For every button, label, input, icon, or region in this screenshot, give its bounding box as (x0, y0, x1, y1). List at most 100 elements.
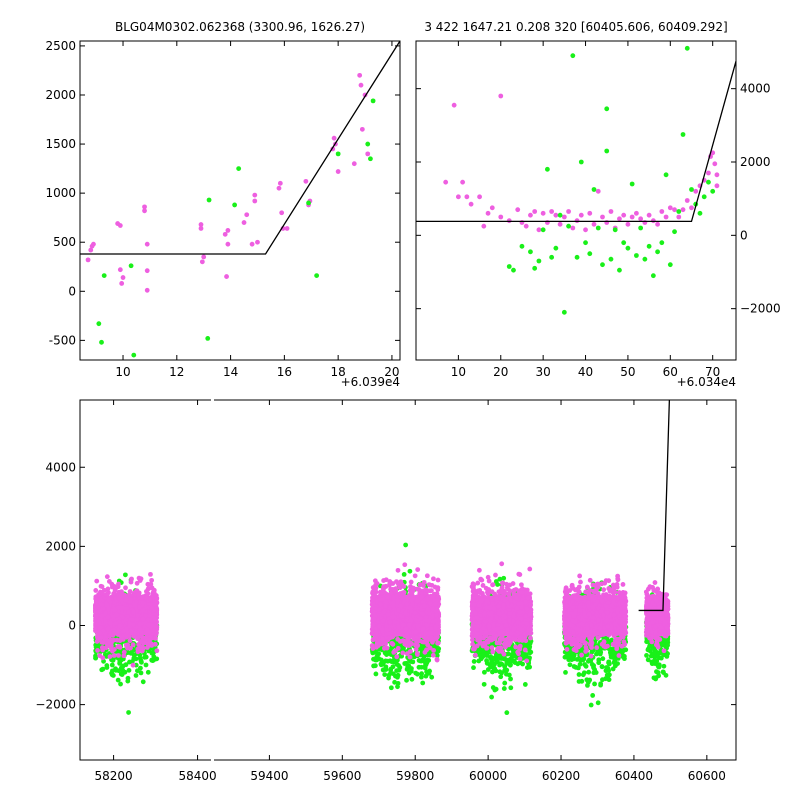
data-point (557, 221, 563, 227)
y-tick-label: 2000 (45, 88, 76, 102)
data-point (383, 577, 389, 583)
data-point (222, 231, 228, 237)
data-point (389, 659, 395, 664)
data-point (154, 648, 160, 654)
data-point (396, 667, 402, 673)
data-point (570, 53, 576, 59)
data-point (91, 241, 96, 247)
data-point (152, 617, 158, 623)
data-point (99, 584, 105, 589)
data-point (98, 635, 104, 640)
data-point (380, 667, 386, 673)
data-point (393, 588, 399, 594)
data-point (676, 209, 682, 214)
data-point (412, 573, 418, 579)
data-point (153, 635, 158, 641)
data-point (99, 602, 105, 607)
data-point (416, 658, 422, 663)
data-point (100, 647, 105, 653)
data-point (395, 580, 401, 586)
data-point (241, 220, 247, 225)
data-point (427, 582, 433, 588)
data-point (394, 654, 400, 660)
data-point (591, 187, 597, 192)
data-point (379, 641, 385, 647)
data-point (566, 209, 571, 214)
top-left-model-line (80, 40, 401, 255)
data-point (388, 670, 393, 676)
data-point (284, 226, 290, 231)
data-point (672, 229, 677, 235)
data-point (684, 45, 690, 51)
data-point (401, 590, 407, 595)
data-point (712, 161, 718, 167)
data-point (121, 649, 127, 655)
data-point (314, 273, 320, 278)
data-point (335, 151, 341, 157)
data-point (370, 646, 376, 651)
data-point (424, 587, 430, 593)
x-tick-label: 14 (223, 365, 238, 379)
data-point (432, 584, 438, 590)
data-point (374, 657, 380, 663)
data-point (532, 209, 538, 214)
data-point (532, 265, 538, 271)
data-point (138, 576, 144, 582)
data-point (96, 321, 102, 327)
x-tick-label: 20 (493, 365, 508, 379)
data-point (710, 188, 716, 194)
data-point (123, 597, 129, 603)
data-point (143, 654, 149, 660)
y-tick-label: 2000 (740, 155, 771, 169)
data-point (396, 663, 401, 668)
x-tick-label: 50 (620, 365, 635, 379)
data-point (397, 638, 403, 644)
data-point (140, 616, 146, 622)
data-point (129, 576, 134, 582)
data-point (107, 620, 113, 626)
data-point (583, 240, 588, 246)
data-point (421, 639, 427, 644)
data-point (365, 141, 371, 147)
data-point (279, 210, 285, 216)
data-point (140, 679, 146, 685)
data-point (536, 227, 542, 233)
y-tick-label: 500 (53, 235, 76, 249)
data-point (370, 650, 376, 656)
data-point (120, 275, 126, 280)
data-point (429, 635, 435, 641)
data-point (403, 542, 409, 548)
data-point (424, 660, 430, 666)
y-tick-label: 4000 (740, 82, 771, 96)
x-tick-label: 30 (536, 365, 551, 379)
x-tick-label: 16 (277, 365, 292, 379)
data-point (126, 609, 131, 615)
data-point (119, 589, 124, 595)
top-right-title: 3 422 1647.21 0.208 320 [60405.606, 6040… (424, 20, 727, 34)
data-point (153, 623, 159, 629)
data-point (415, 652, 420, 657)
data-point (115, 677, 121, 683)
data-point (600, 214, 605, 220)
data-point (139, 595, 145, 601)
top-left-title: BLG04M0302.062368 (3300.96, 1626.27) (115, 20, 365, 34)
data-point (455, 194, 461, 200)
y-tick-label: 2500 (45, 39, 76, 53)
data-point (395, 684, 400, 690)
data-point (93, 588, 99, 593)
data-point (225, 241, 231, 247)
data-point (464, 194, 470, 200)
data-point (142, 204, 147, 210)
data-point (655, 249, 660, 255)
data-point (498, 93, 504, 99)
data-point (105, 626, 111, 632)
data-point (680, 132, 686, 137)
data-point (99, 339, 104, 345)
data-point (108, 643, 114, 649)
data-point (95, 648, 100, 653)
data-point (128, 628, 134, 634)
data-point (621, 212, 627, 218)
x-tick-label: 10 (451, 365, 466, 379)
data-point (144, 268, 150, 274)
